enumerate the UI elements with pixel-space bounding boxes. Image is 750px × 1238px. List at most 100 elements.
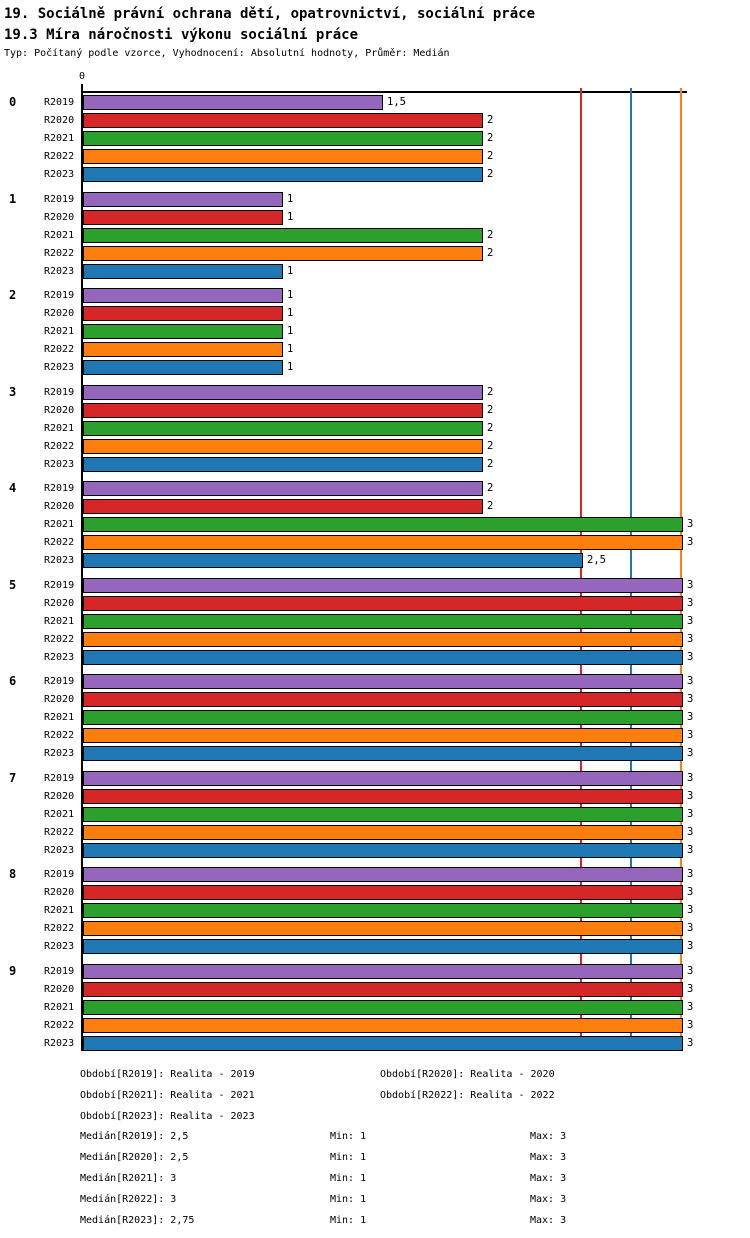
bar-value-label: 2 xyxy=(487,457,494,470)
bar-8-r2022 xyxy=(83,921,683,936)
bar-value-label: 2 xyxy=(487,168,494,180)
series-label: R2022 xyxy=(44,151,75,162)
legend-stat-item: Medián[R2023]: 2,75 xyxy=(80,1214,195,1226)
bar-value-label: 2 xyxy=(487,403,494,416)
bar-0-r2023 xyxy=(83,167,483,182)
bar-row: 7 R2019 3 xyxy=(0,770,750,786)
legend-stat-item: Min: 1 xyxy=(330,1172,367,1184)
bar-4-r2022 xyxy=(83,535,683,550)
legend-stat-item: Max: 3 xyxy=(530,1214,567,1226)
series-label: R2022 xyxy=(44,537,75,548)
bar-group-4: 4 R2019 2 R2020 2 R2021 3 R2022 3 R2023 2,5 xyxy=(0,481,750,568)
series-label: R2021 xyxy=(44,422,75,434)
bar-value-label: 3 xyxy=(687,1000,694,1013)
bar-row: R2020 3 xyxy=(0,692,750,707)
series-label: R2022 xyxy=(44,440,75,452)
bar-1-r2022 xyxy=(83,245,483,261)
bar-row: R2021 3 xyxy=(0,517,750,532)
bar-row: R2020 2 xyxy=(0,113,750,128)
legend-stat-item: Medián[R2022]: 3 xyxy=(80,1193,177,1205)
bar-row: R2021 2 xyxy=(0,227,750,243)
series-label: R2022 xyxy=(44,633,75,645)
bar-value-label: 3 xyxy=(687,843,694,856)
bar-0-r2020 xyxy=(83,113,483,128)
bar-row: 5 R2019 3 xyxy=(0,577,750,593)
bar-value-label: 3 xyxy=(687,1018,694,1031)
legend-stat-item: Medián[R2020]: 2,5 xyxy=(80,1152,189,1164)
series-label: R2021 xyxy=(44,905,75,916)
bar-row: R2022 2 xyxy=(0,245,750,261)
legend-stat-item: Max: 3 xyxy=(530,1131,567,1143)
bar-row: 9 R2019 3 xyxy=(0,963,750,979)
bar-row: R2020 2 xyxy=(0,402,750,418)
bar-value-label: 3 xyxy=(687,711,694,723)
legend-period-item-row: Období[R2023]: Realita - 2023 xyxy=(0,1108,750,1129)
bar-row: R2022 3 xyxy=(0,824,750,840)
bar-row: 1 R2019 1 xyxy=(0,191,750,207)
bar-row: R2021 3 xyxy=(0,903,750,918)
bar-value-label: 2 xyxy=(487,385,494,398)
bar-group-2: 2 R2019 1 R2020 1 R2021 1 R2022 1 R2023 1 xyxy=(0,288,750,375)
bar-row: R2020 2 xyxy=(0,499,750,514)
bar-4-r2023 xyxy=(83,553,583,568)
series-label: R2023 xyxy=(44,169,75,180)
bar-5-r2022 xyxy=(83,631,683,647)
bar-3-r2019 xyxy=(83,384,483,400)
bar-row: 3 R2019 2 xyxy=(0,384,750,400)
series-label: R2023 xyxy=(44,1037,75,1049)
legend-stat-item-row: Medián[R2023]: 2,75 Min: 1 Max: 3 xyxy=(0,1212,750,1233)
bar-group-8: 8 R2019 3 R2020 3 R2021 3 R2022 3 R2023 3 xyxy=(0,867,750,954)
bar-value-label: 3 xyxy=(687,1036,694,1049)
category-label: 2 xyxy=(9,288,17,302)
bar-value-label: 3 xyxy=(687,536,694,548)
chart-meta-line: Typ: Počítaný podle vzorce, Vyhodnocení:… xyxy=(4,48,450,59)
bar-9-r2023 xyxy=(83,1035,683,1051)
bar-value-label: 3 xyxy=(687,650,694,663)
bar-value-label: 3 xyxy=(687,825,694,838)
category-label: 0 xyxy=(9,95,17,109)
legend-period-item: Období[R2020]: Realita - 2020 xyxy=(380,1069,555,1080)
bar-0-r2019 xyxy=(83,95,383,110)
bar-value-label: 1 xyxy=(287,325,294,337)
bar-row: R2022 2 xyxy=(0,149,750,164)
report-page: 19. Sociálně právní ochrana dětí, opatro… xyxy=(0,6,750,1232)
series-label: R2021 xyxy=(44,712,75,723)
bar-3-r2023 xyxy=(83,456,483,472)
bar-1-r2023 xyxy=(83,263,283,279)
bar-value-label: 3 xyxy=(687,614,694,627)
bar-value-label: 2 xyxy=(487,482,494,494)
bar-row: R2021 2 xyxy=(0,420,750,436)
series-label: R2023 xyxy=(44,844,75,856)
bar-row: R2023 2 xyxy=(0,167,750,182)
legend-stat-item: Min: 1 xyxy=(330,1193,367,1205)
series-label: R2019 xyxy=(44,483,75,494)
bar-2-r2023 xyxy=(83,360,283,375)
series-label: R2022 xyxy=(44,1019,75,1031)
bar-value-label: 2 xyxy=(487,439,494,452)
bar-value-label: 3 xyxy=(687,886,694,898)
bar-row: R2023 2 xyxy=(0,456,750,472)
bar-value-label: 1 xyxy=(287,192,294,205)
series-label: R2021 xyxy=(44,326,75,337)
bar-row: R2021 2 xyxy=(0,131,750,146)
bar-value-label: 3 xyxy=(687,578,694,591)
bar-value-label: 1 xyxy=(287,307,294,319)
bar-value-label: 3 xyxy=(687,982,694,995)
bar-value-label: 3 xyxy=(687,729,694,741)
legend-footer: Období[R2019]: Realita - 2019 Období[R202… xyxy=(0,1066,750,1232)
bar-value-label: 3 xyxy=(687,789,694,802)
bar-5-r2023 xyxy=(83,649,683,665)
bar-groups: 0 R2019 1,5 R2020 2 R2021 2 R2022 2 R2023 2 1 R2019 1… xyxy=(0,95,750,1051)
series-label: R2019 xyxy=(44,965,75,977)
bar-value-label: 1 xyxy=(287,361,294,373)
series-label: R2021 xyxy=(44,519,75,530)
x-axis-line xyxy=(81,91,687,93)
bar-value-label: 2 xyxy=(487,150,494,162)
bar-1-r2021 xyxy=(83,227,483,243)
series-label: R2020 xyxy=(44,211,75,223)
series-label: R2023 xyxy=(44,748,75,759)
bar-8-r2021 xyxy=(83,903,683,918)
bar-row: R2022 1 xyxy=(0,342,750,357)
legend-stat-item: Medián[R2021]: 3 xyxy=(80,1172,177,1184)
series-label: R2021 xyxy=(44,133,75,144)
